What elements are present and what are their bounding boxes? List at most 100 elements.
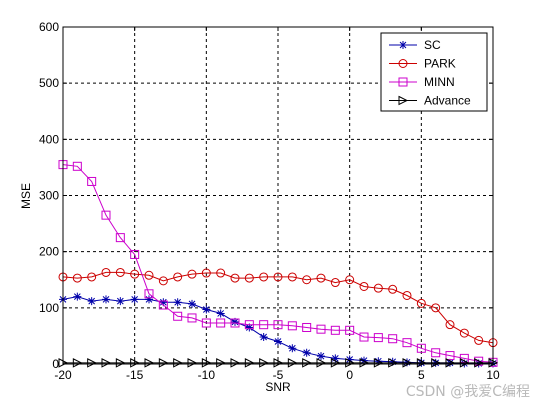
data-point-park bbox=[87, 272, 97, 282]
data-point-sc bbox=[116, 297, 125, 306]
data-point-minn bbox=[130, 249, 140, 259]
data-point-advance bbox=[173, 358, 183, 368]
data-point-advance bbox=[445, 358, 456, 368]
legend-marker-park bbox=[398, 59, 408, 68]
watermark-text: CSDN @我爱C编程 bbox=[406, 384, 530, 400]
data-point-sc bbox=[388, 357, 397, 366]
data-point-sc bbox=[331, 354, 340, 363]
legend-marker-advance bbox=[398, 95, 409, 106]
data-point-sc bbox=[202, 305, 211, 314]
y-tick-label: 300 bbox=[39, 189, 59, 203]
data-point-advance bbox=[216, 358, 226, 368]
data-point-park bbox=[101, 267, 111, 277]
data-point-park bbox=[244, 273, 254, 283]
data-point-minn bbox=[87, 176, 97, 186]
legend-label-park: PARK bbox=[424, 57, 456, 71]
data-point-park bbox=[216, 268, 226, 278]
data-point-advance bbox=[330, 358, 341, 368]
data-point-minn bbox=[244, 320, 254, 330]
data-point-advance bbox=[316, 358, 327, 368]
data-point-advance bbox=[402, 358, 413, 368]
data-point-sc bbox=[145, 295, 153, 304]
data-point-park bbox=[273, 272, 283, 282]
data-point-minn bbox=[345, 325, 355, 335]
data-point-minn bbox=[101, 210, 111, 220]
data-point-sc bbox=[87, 297, 96, 306]
data-point-sc bbox=[302, 348, 311, 357]
series-line-minn bbox=[62, 164, 494, 363]
data-point-minn bbox=[302, 322, 312, 332]
y-tick-label: 0 bbox=[52, 357, 59, 371]
data-point-advance bbox=[144, 358, 155, 368]
data-point-sc bbox=[188, 299, 196, 308]
data-point-park bbox=[173, 272, 183, 282]
data-point-park bbox=[302, 275, 312, 285]
data-point-advance bbox=[259, 358, 269, 368]
data-point-advance bbox=[230, 358, 241, 368]
data-point-park bbox=[144, 270, 154, 280]
data-point-sc bbox=[460, 359, 469, 368]
data-point-advance bbox=[158, 358, 169, 368]
legend-entry-park: PARK bbox=[389, 57, 456, 71]
data-point-sc bbox=[245, 323, 254, 332]
x-tick-label: 0 bbox=[346, 368, 353, 382]
legend: SC PARK MINN Advance bbox=[380, 32, 488, 112]
data-point-minn bbox=[287, 321, 297, 331]
data-point-advance bbox=[101, 358, 112, 368]
data-point-minn bbox=[144, 289, 154, 299]
data-point-park bbox=[373, 283, 383, 293]
x-tick-label: -15 bbox=[126, 368, 144, 382]
data-point-park bbox=[130, 269, 140, 279]
data-point-minn bbox=[359, 332, 369, 342]
data-point-park bbox=[445, 320, 455, 330]
data-point-minn bbox=[158, 300, 168, 310]
data-point-park bbox=[201, 268, 211, 278]
data-point-advance bbox=[72, 358, 83, 368]
data-point-advance bbox=[187, 358, 198, 368]
data-point-advance bbox=[388, 358, 398, 368]
data-point-sc bbox=[403, 358, 411, 367]
legend-marker-minn bbox=[398, 77, 408, 87]
data-point-sc bbox=[259, 333, 268, 342]
y-tick-label: 600 bbox=[39, 20, 59, 34]
data-point-sc bbox=[317, 352, 325, 361]
legend-label-sc: SC bbox=[424, 38, 441, 52]
data-point-sc bbox=[73, 292, 82, 301]
data-point-minn bbox=[259, 320, 269, 330]
data-point-park bbox=[259, 272, 269, 282]
data-point-advance bbox=[244, 358, 255, 368]
data-point-minn bbox=[431, 348, 441, 358]
data-point-sc bbox=[173, 298, 182, 307]
data-point-minn bbox=[330, 325, 340, 335]
data-point-sc bbox=[474, 359, 483, 368]
data-point-minn bbox=[388, 334, 398, 344]
data-point-advance bbox=[474, 358, 484, 368]
data-point-minn bbox=[173, 311, 183, 321]
data-point-minn bbox=[201, 318, 211, 328]
data-point-minn bbox=[273, 320, 283, 330]
data-point-park bbox=[416, 298, 426, 308]
data-point-minn bbox=[373, 333, 383, 343]
data-point-park bbox=[431, 303, 441, 313]
data-point-advance bbox=[373, 358, 384, 368]
legend-entry-sc: SC bbox=[389, 38, 441, 52]
data-point-advance bbox=[115, 358, 126, 368]
x-tick-label: 10 bbox=[486, 368, 500, 382]
data-point-sc bbox=[130, 295, 139, 304]
data-point-sc bbox=[102, 295, 110, 304]
data-point-minn bbox=[316, 324, 326, 334]
y-tick-label: 400 bbox=[39, 132, 59, 146]
x-tick-label: -20 bbox=[54, 368, 72, 382]
legend-label-minn: MINN bbox=[424, 75, 455, 89]
data-point-sc bbox=[231, 317, 239, 326]
data-point-park bbox=[474, 335, 484, 345]
series-line-park bbox=[62, 271, 494, 344]
data-point-park bbox=[72, 273, 82, 283]
data-point-advance bbox=[459, 358, 470, 368]
y-tick-label: 200 bbox=[39, 245, 59, 259]
data-point-sc bbox=[288, 344, 297, 353]
data-point-park bbox=[330, 278, 340, 288]
legend-marker-sc bbox=[399, 41, 407, 49]
series-minn bbox=[58, 160, 498, 367]
